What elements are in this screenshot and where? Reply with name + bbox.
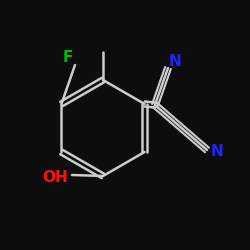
Text: N: N — [210, 144, 224, 160]
Text: OH: OH — [42, 170, 68, 186]
Text: F: F — [63, 50, 73, 66]
Text: N: N — [168, 54, 181, 70]
